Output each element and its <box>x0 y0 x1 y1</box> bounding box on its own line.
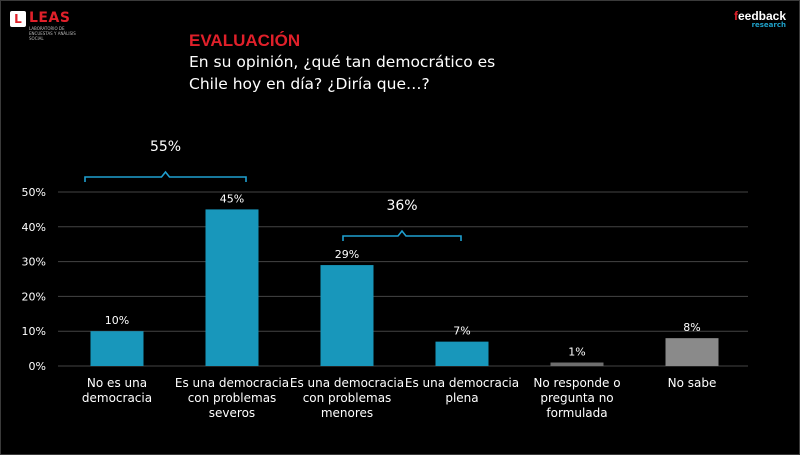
bar <box>550 362 604 366</box>
bar <box>665 338 719 366</box>
category-label: No es una democracia <box>58 376 176 406</box>
category-label-line: formulada <box>546 406 608 420</box>
leas-logo-subtitle: LABORATORIO DE ENCUESTAS Y ANÁLISIS SOCI… <box>29 26 76 41</box>
data-label: 29% <box>335 248 359 261</box>
bar <box>435 341 489 366</box>
leas-logo-mark: L <box>10 11 26 27</box>
category-label-line: No sabe <box>667 376 717 390</box>
data-label: 45% <box>220 192 244 205</box>
feedback-logo-rest: eedback <box>737 9 786 23</box>
category-label-line: No es una <box>86 376 148 390</box>
y-tick-label: 50% <box>22 186 46 199</box>
section-title: EVALUACIÓN <box>189 31 301 50</box>
category-label-line: menores <box>320 406 374 420</box>
question-text: En su opinión, ¿qué tan democrático es C… <box>189 53 496 93</box>
bar <box>320 265 374 366</box>
category-label-line: No responde o <box>533 376 621 390</box>
bar <box>205 209 259 366</box>
category-label-line: plena <box>445 391 479 405</box>
leas-logo-name: LEAS <box>29 10 71 26</box>
category-label-line: severos <box>208 406 256 420</box>
category-label-line: con problemas <box>187 391 277 405</box>
y-tick-label: 40% <box>22 221 46 234</box>
data-label: 8% <box>683 321 700 334</box>
y-tick-label: 10% <box>22 325 46 338</box>
feedback-logo: feedback research <box>734 10 786 29</box>
category-label-line: con problemas <box>302 391 392 405</box>
group-label: 36% <box>386 198 417 214</box>
feedback-logo-subtitle: research <box>751 21 786 29</box>
feedback-logo-prefix: f <box>733 9 738 23</box>
data-label: 10% <box>105 314 129 327</box>
category-label: Es una democracia con problemas severos <box>173 376 291 421</box>
category-label-line: Es una democracia <box>174 376 290 390</box>
y-tick-label: 30% <box>22 256 46 269</box>
group-label: 55% <box>150 139 181 155</box>
category-label-line: democracia <box>81 391 153 405</box>
y-tick-label: 20% <box>22 290 46 303</box>
bar <box>90 331 144 366</box>
category-label-line: Es una democracia <box>289 376 405 390</box>
category-label-line: Es una democracia <box>404 376 520 390</box>
leas-logo: L LEAS LABORATORIO DE ENCUESTAS Y ANÁLIS… <box>10 11 89 41</box>
category-label-line: pregunta no <box>540 391 614 405</box>
data-label: 1% <box>568 346 585 359</box>
leas-logo-mark-letter: L <box>14 12 22 26</box>
category-label: Es una democracia plena <box>403 376 521 406</box>
category-label: Es una democracia con problemas menores <box>288 376 406 421</box>
group-bracket <box>84 170 247 182</box>
feedback-logo-name: feedback <box>734 10 786 22</box>
category-label: No responde o pregunta no formulada <box>518 376 636 421</box>
category-label: No sabe <box>633 376 751 391</box>
title-block: EVALUACIÓN En su opinión, ¿qué tan democ… <box>189 31 519 95</box>
y-tick-label: 0% <box>29 360 46 373</box>
data-label: 7% <box>453 325 470 338</box>
group-bracket <box>342 229 462 241</box>
